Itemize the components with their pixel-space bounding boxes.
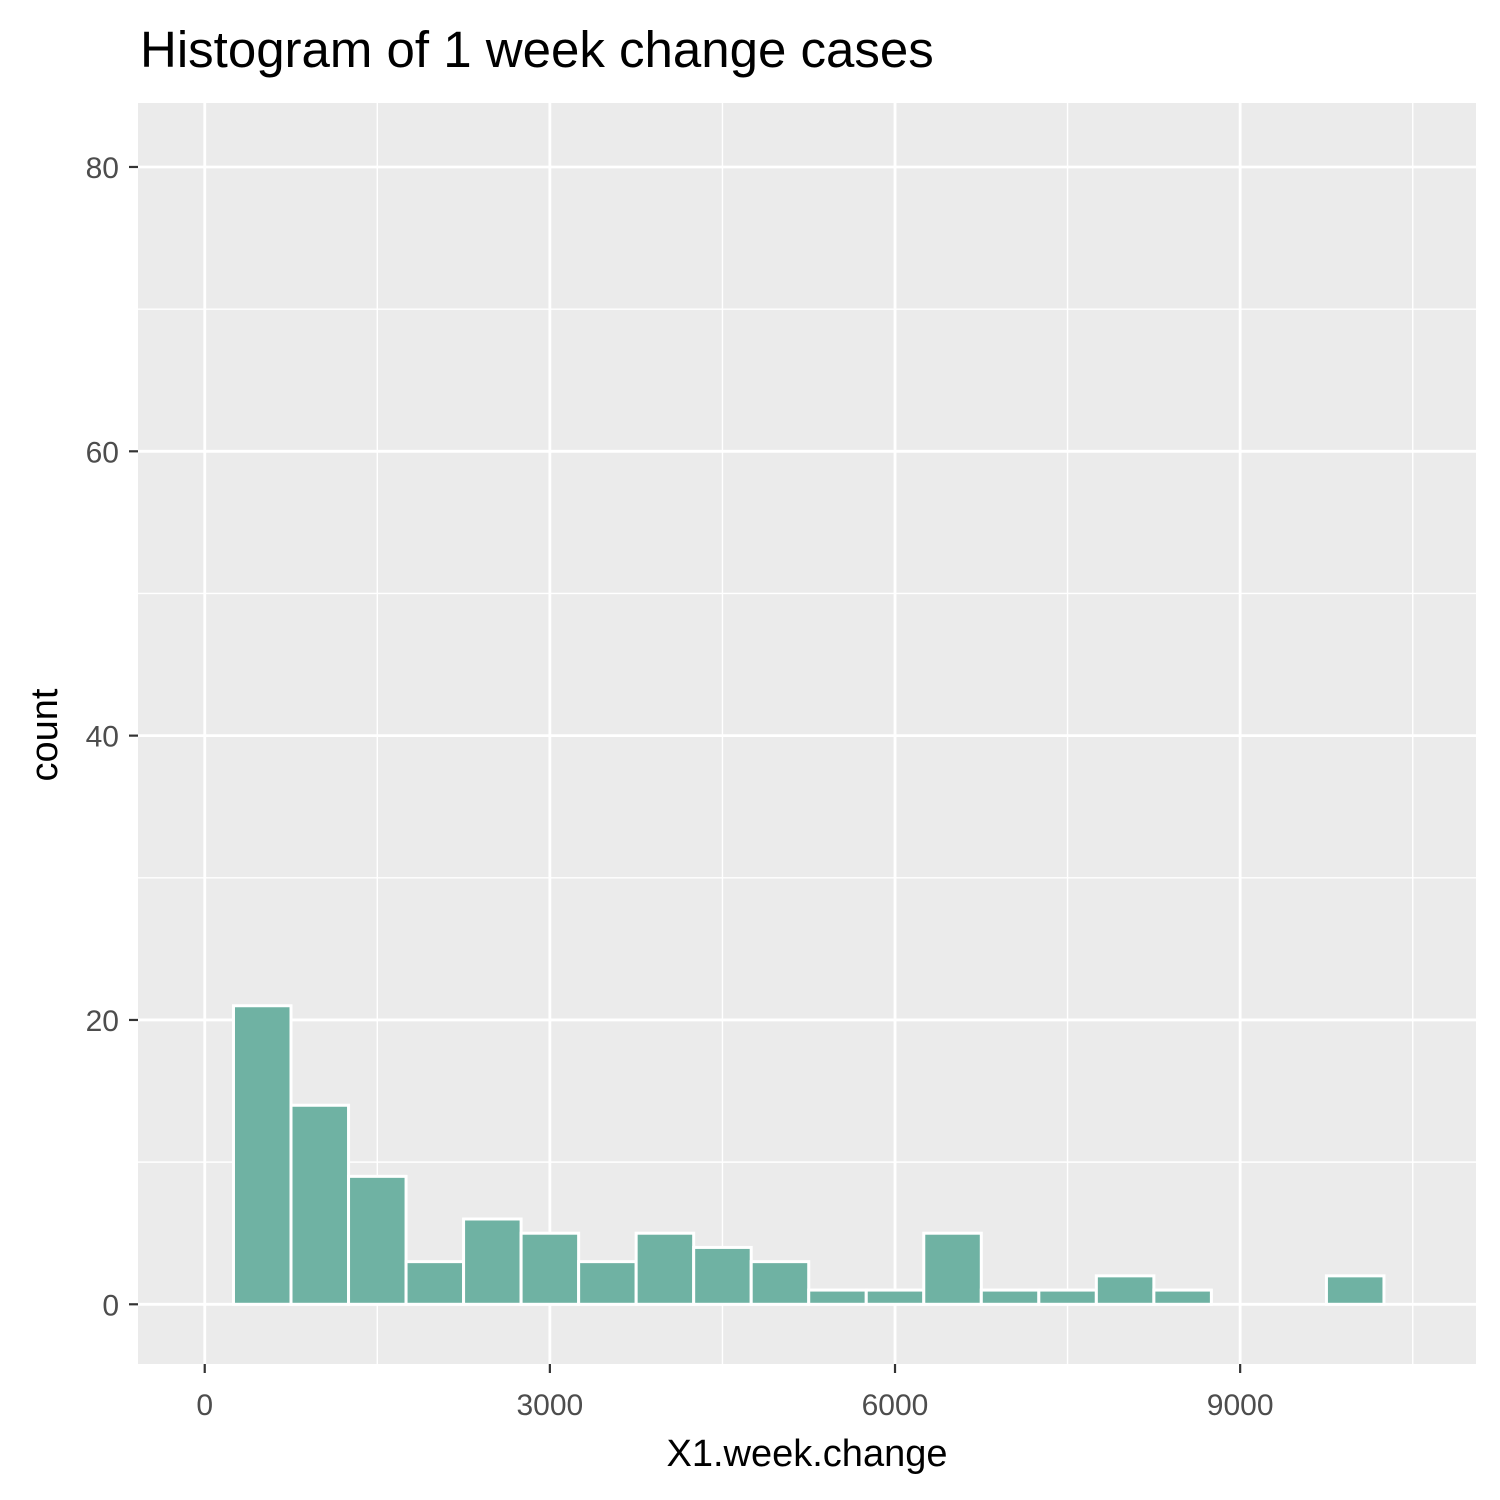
histogram-bar <box>462 1217 523 1306</box>
histogram-bar <box>347 1174 408 1306</box>
histogram-bar <box>807 1288 868 1306</box>
plot-panel <box>138 103 1476 1364</box>
histogram-bar <box>404 1260 466 1306</box>
histogram-bar <box>289 1103 351 1306</box>
histogram-bar <box>577 1260 638 1306</box>
histogram-bar <box>1094 1274 1156 1306</box>
x-tick-label: 0 <box>196 1389 213 1422</box>
y-tick-label: 0 <box>102 1289 119 1322</box>
histogram-bar <box>922 1231 983 1306</box>
histogram-bar <box>1324 1274 1386 1306</box>
histogram-bar <box>749 1260 811 1306</box>
histogram-bar <box>1037 1288 1098 1306</box>
y-tick-label: 40 <box>86 721 119 754</box>
y-tick-label: 20 <box>86 1005 119 1038</box>
histogram-bar <box>1152 1288 1213 1306</box>
chart-title: Histogram of 1 week change cases <box>140 21 934 78</box>
histogram-bar <box>979 1288 1041 1306</box>
histogram-bar <box>692 1245 753 1306</box>
x-tick-label: 9000 <box>1207 1389 1274 1422</box>
histogram-bar <box>231 1004 293 1306</box>
histogram-bar <box>864 1288 926 1306</box>
x-axis-title: X1.week.change <box>667 1433 948 1475</box>
y-tick-label: 60 <box>86 436 119 469</box>
y-axis-title: count <box>24 688 66 781</box>
histogram-bar <box>519 1231 581 1306</box>
x-tick-label: 6000 <box>862 1389 929 1422</box>
histogram-bar <box>634 1231 696 1306</box>
y-tick-label: 80 <box>86 152 119 185</box>
x-tick-label: 3000 <box>516 1389 583 1422</box>
